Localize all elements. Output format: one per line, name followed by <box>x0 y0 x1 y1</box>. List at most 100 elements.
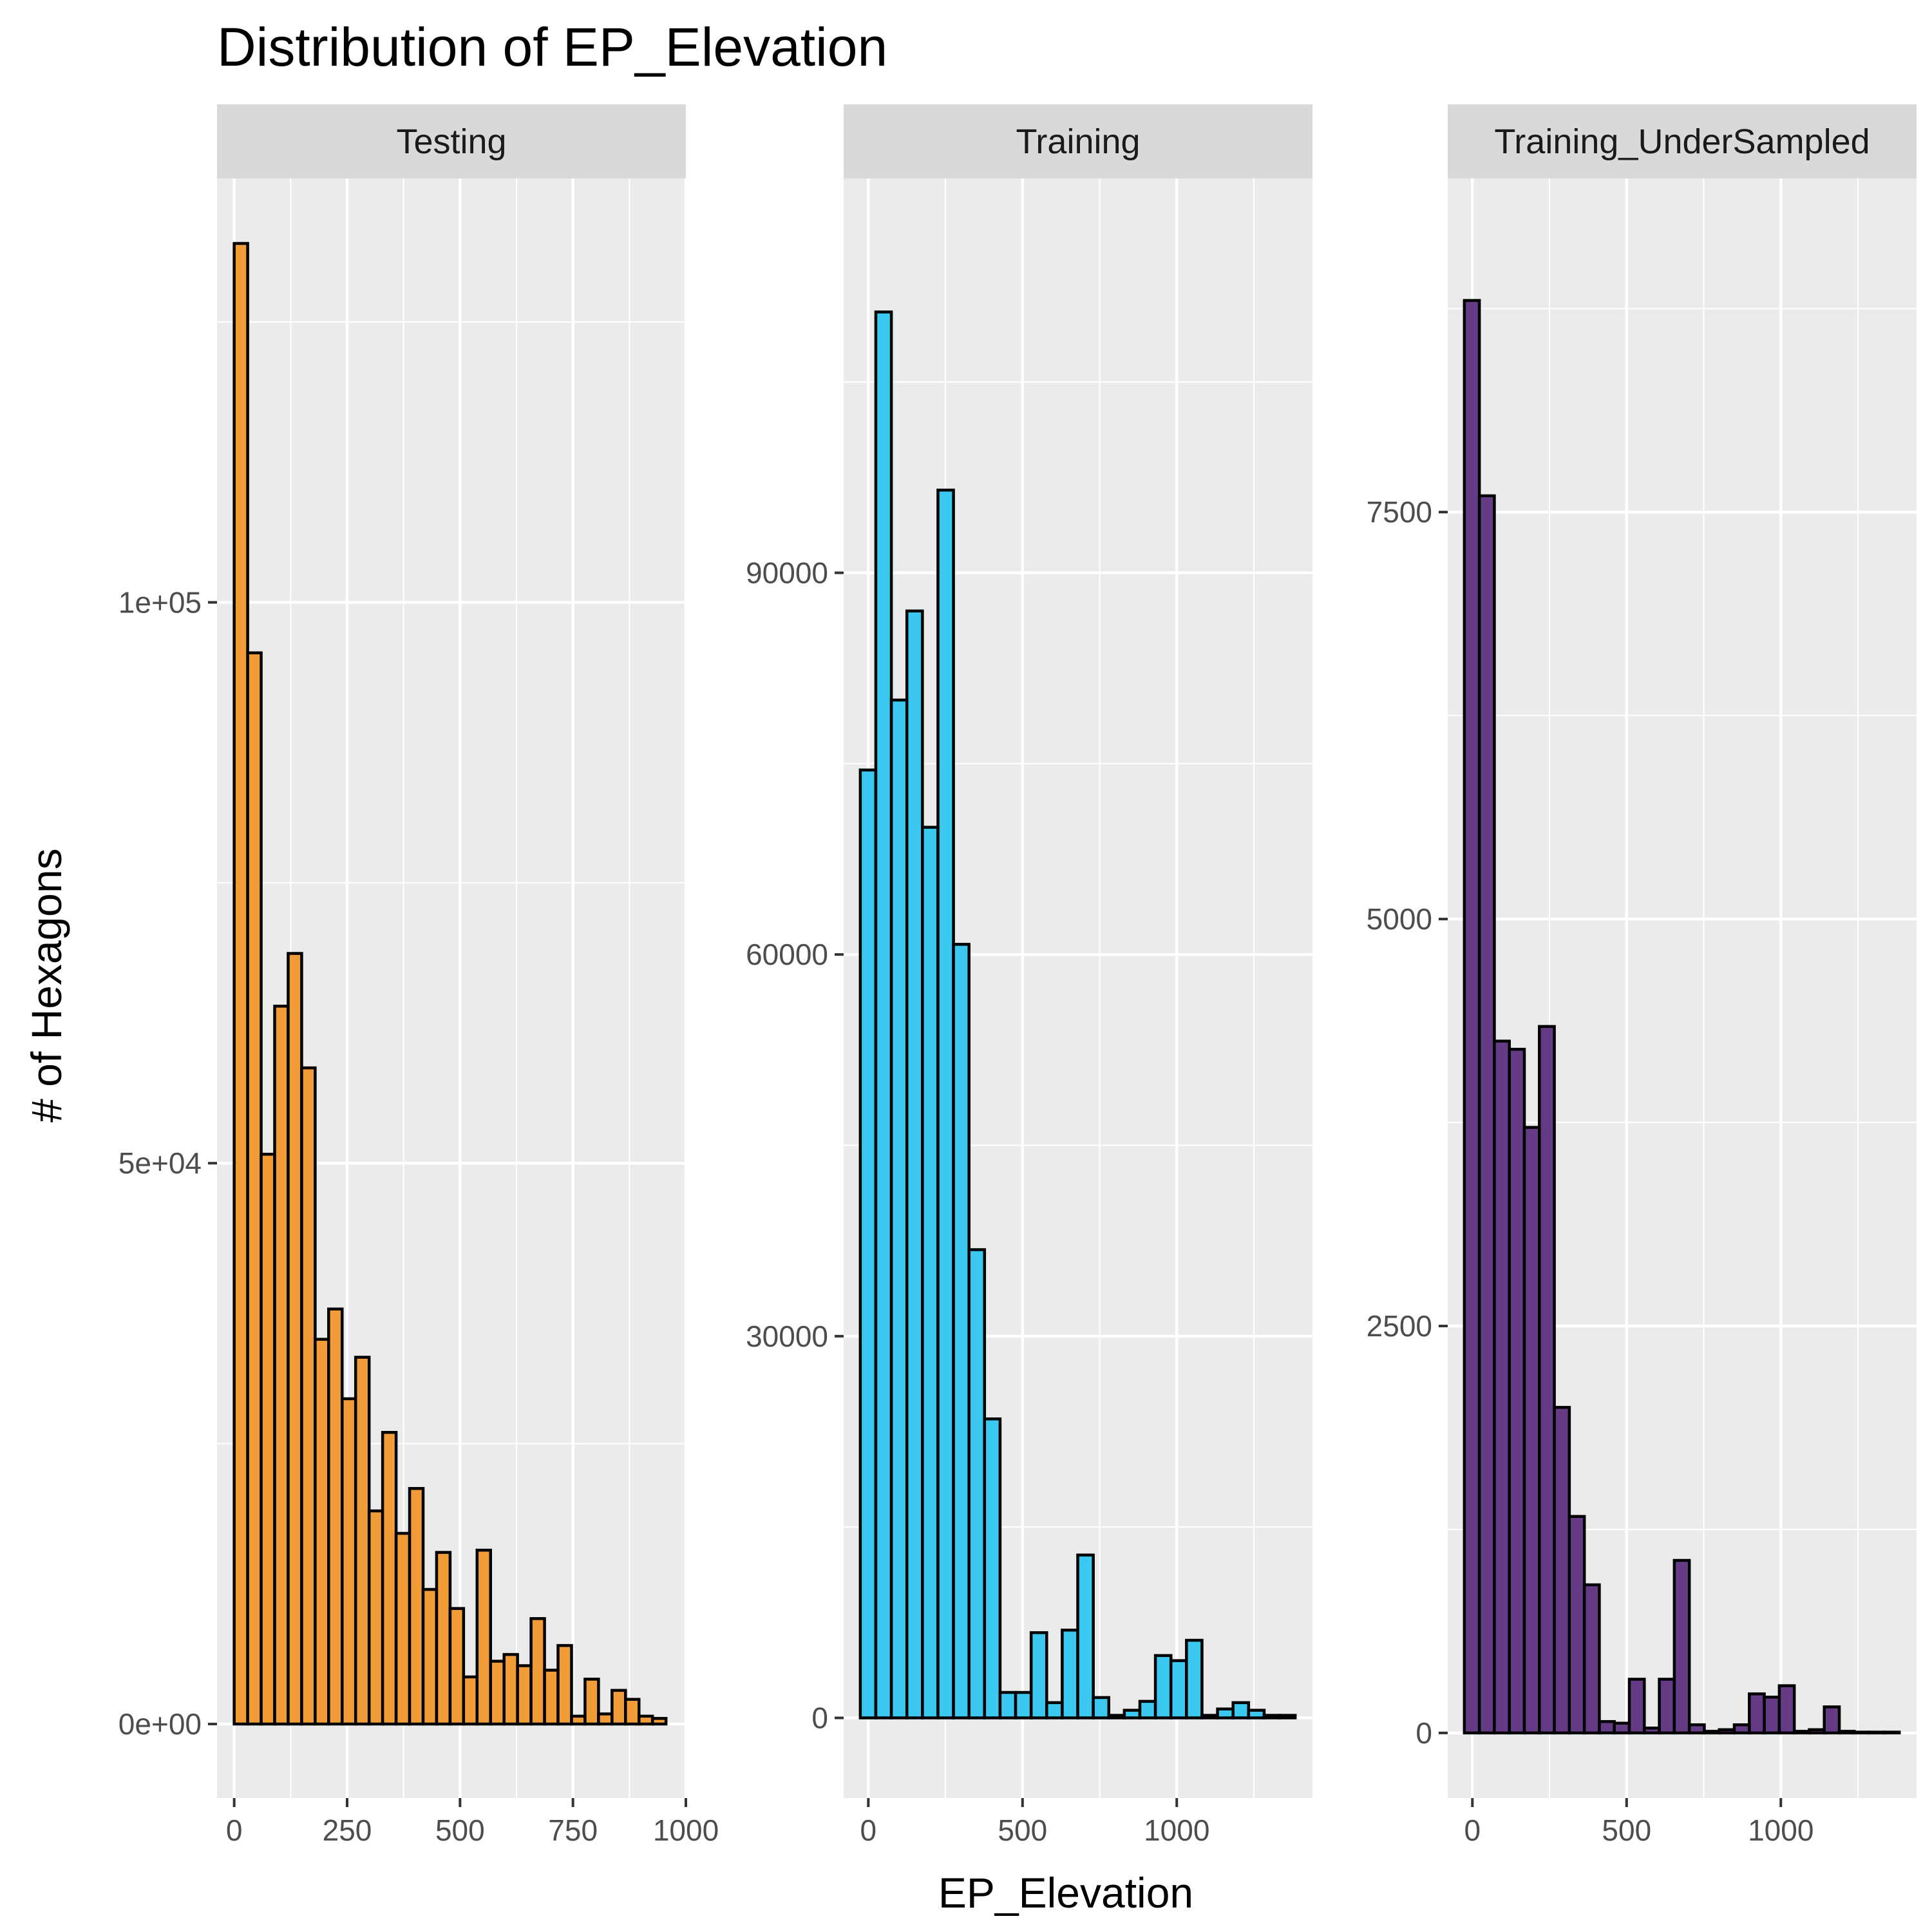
histogram-bar <box>232 242 249 1726</box>
histogram-bar <box>1216 1707 1235 1719</box>
histogram-bar <box>952 943 971 1719</box>
histogram-bar <box>1477 494 1496 1735</box>
histogram-bar <box>1247 1709 1266 1719</box>
histogram-bar <box>1061 1628 1079 1719</box>
histogram-bar <box>1882 1730 1901 1735</box>
histogram-bar <box>1153 1654 1173 1719</box>
histogram-bar <box>1029 1631 1048 1719</box>
histogram-bar <box>1672 1558 1691 1735</box>
histogram-bar <box>489 1660 506 1726</box>
x-tick-label: 250 <box>323 1814 372 1847</box>
histogram-bar <box>1538 1025 1556 1735</box>
y-tick-label: 0 <box>1416 1716 1432 1750</box>
histogram-bar <box>1823 1705 1841 1735</box>
histogram-bar <box>1643 1727 1661 1735</box>
histogram-bar <box>462 1675 479 1726</box>
histogram-bar <box>905 609 924 1719</box>
histogram-bar <box>1808 1728 1826 1735</box>
x-tick-label: 1000 <box>1748 1814 1814 1847</box>
histogram-bar <box>983 1417 1002 1719</box>
histogram-bar <box>1014 1690 1033 1719</box>
y-axis-title: # of Hexagons <box>23 848 70 1122</box>
x-tick-label: 750 <box>548 1814 598 1847</box>
histogram-bar <box>1522 1126 1541 1735</box>
facet-panel-1: Testing 0 250 500 750 1000 0e+00 5e+04 1e+05 <box>118 104 719 1847</box>
facet-panel-3: Training_UnderSampled 0 500 1000 0 2500 5000 75… <box>1367 104 1917 1847</box>
histogram-bar <box>327 1307 344 1726</box>
facet-strip <box>1448 104 1917 178</box>
histogram-bar <box>624 1698 641 1726</box>
chart-title: Distribution of EP_Elevation <box>217 17 887 77</box>
histogram-bar <box>998 1690 1018 1719</box>
x-axis-title: EP_Elevation <box>938 1869 1193 1917</box>
histogram-bar <box>556 1643 573 1726</box>
histogram-bar <box>1463 299 1481 1735</box>
facet-panels: Testing 0 250 500 750 1000 0e+00 5e+04 1e+05 Trai… <box>118 104 1917 1847</box>
histogram-bar <box>1658 1678 1676 1735</box>
histogram-bar <box>611 1689 627 1726</box>
histogram-bar <box>502 1653 519 1726</box>
histogram-bar <box>448 1607 466 1726</box>
x-tick-label: 0 <box>1464 1814 1481 1847</box>
histogram-bar <box>529 1617 546 1726</box>
histogram-bar <box>1138 1700 1157 1719</box>
histogram-bar <box>273 1005 290 1726</box>
histogram-bar <box>1613 1721 1631 1735</box>
histogram-bar <box>570 1714 587 1726</box>
histogram-bar <box>1122 1709 1142 1719</box>
histogram-bar <box>300 1066 317 1726</box>
facet-strip-label: Training_UnderSampled <box>1494 122 1870 161</box>
histogram-bar <box>1107 1714 1126 1719</box>
facet-strip-label: Testing <box>396 122 506 161</box>
histogram-bar <box>1718 1728 1736 1735</box>
x-tick-label: 500 <box>435 1814 485 1847</box>
histogram-bar <box>1687 1723 1706 1735</box>
histogram-bar <box>1092 1696 1111 1719</box>
histogram-bar <box>381 1430 398 1726</box>
x-tick-label: 0 <box>860 1814 877 1847</box>
histogram-bar <box>1278 1714 1297 1719</box>
histogram-bar <box>1792 1730 1811 1735</box>
histogram-bar <box>1627 1678 1646 1735</box>
histogram-bar <box>421 1587 439 1726</box>
histogram-bar <box>1200 1714 1219 1719</box>
histogram-bar <box>889 698 909 1719</box>
y-tick-label: 5e+04 <box>118 1146 202 1180</box>
histogram-bar <box>1777 1684 1796 1735</box>
x-tick-label: 500 <box>998 1814 1047 1847</box>
histogram-bar <box>1508 1048 1526 1735</box>
facet-strip <box>844 104 1312 178</box>
histogram-bar <box>1703 1730 1721 1735</box>
histogram-bar <box>1262 1714 1282 1719</box>
histogram-bar <box>260 1153 276 1726</box>
histogram-bar <box>367 1509 384 1726</box>
histogram-bar <box>246 651 263 1726</box>
histogram-bar <box>921 826 940 1719</box>
histogram-bar <box>1868 1730 1886 1735</box>
histogram-bar <box>650 1717 668 1726</box>
histogram-bar <box>314 1338 330 1726</box>
facet-panel-2: Training 0 500 1000 0 30000 60000 90000 <box>746 104 1312 1847</box>
histogram-bar <box>637 1714 654 1726</box>
y-tick-label: 90000 <box>746 556 828 589</box>
histogram-bar <box>1582 1583 1601 1735</box>
histogram-bar <box>1231 1701 1251 1719</box>
y-tick-label: 0e+00 <box>118 1707 202 1741</box>
y-tick-label: 7500 <box>1367 495 1432 529</box>
histogram-bar <box>543 1669 560 1726</box>
y-tick-label: 2500 <box>1367 1309 1432 1343</box>
histogram-bar <box>516 1664 533 1726</box>
x-tick-label: 1000 <box>1144 1814 1209 1847</box>
x-tick-label: 500 <box>1602 1814 1651 1847</box>
histogram-bar <box>1185 1638 1204 1719</box>
histogram-bar <box>475 1548 493 1726</box>
histogram-bar <box>1567 1515 1586 1735</box>
histogram-bar <box>1853 1730 1871 1735</box>
histogram-bar <box>967 1248 987 1719</box>
histogram-bar <box>1837 1730 1856 1735</box>
histogram-bar <box>1748 1692 1766 1735</box>
histogram-bar <box>858 768 878 1719</box>
x-tick-label: 1000 <box>653 1814 719 1847</box>
y-tick-label: 60000 <box>746 938 828 971</box>
